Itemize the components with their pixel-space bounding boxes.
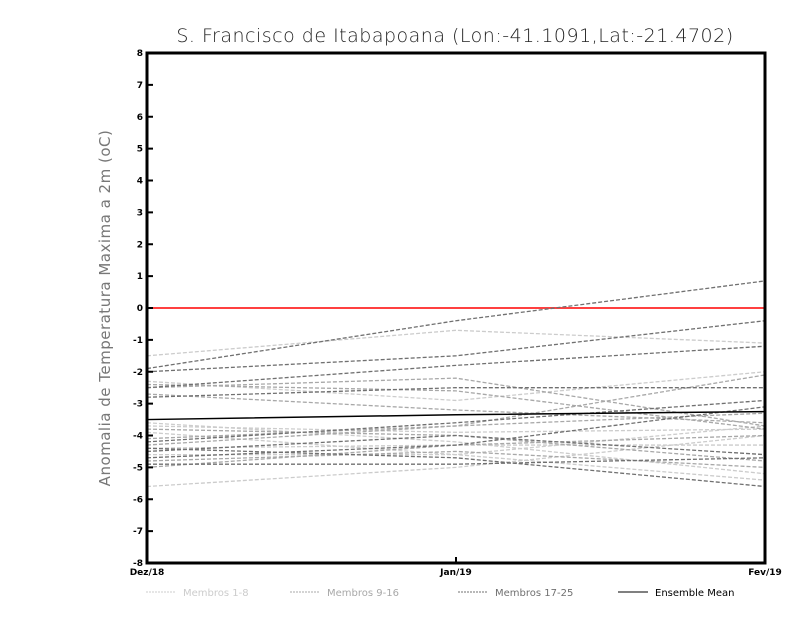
member-line-group3-4	[146, 387, 765, 398]
member-line-group1-1	[146, 329, 766, 357]
y-tick-label: 2	[137, 240, 143, 250]
y-tick-label: -3	[133, 400, 143, 410]
member-line-group3-7	[147, 457, 766, 465]
legend-label: Membros 9-16	[327, 588, 399, 599]
member-line-group3-1	[146, 280, 766, 370]
y-tick-label: 7	[137, 81, 143, 91]
member-line-group2-6	[146, 412, 766, 446]
legend-label: Ensemble Mean	[655, 588, 734, 599]
member-line-group3-5	[146, 399, 766, 443]
legend-label: Membros 1-8	[183, 588, 249, 599]
x-tick-label: Dez/18	[130, 568, 165, 578]
member-line-group1-2	[146, 434, 766, 488]
ensemble-mean-line	[146, 410, 766, 421]
member-line-group1-3	[146, 422, 766, 475]
member-line-group2-1	[146, 383, 766, 430]
y-tick-label: 5	[137, 145, 143, 155]
y-tick-label: 1	[137, 272, 143, 282]
y-tick-label: -1	[133, 336, 143, 346]
y-tick-label: 8	[137, 49, 143, 59]
x-tick-label: Fev/19	[748, 568, 782, 578]
y-tick-label: 3	[137, 208, 143, 218]
member-line-group3-2	[146, 320, 766, 373]
member-line-group1-8	[146, 425, 766, 456]
legend-label: Membros 17-25	[495, 588, 573, 599]
y-tick-label: -2	[133, 368, 143, 378]
member-line-group3-3	[146, 345, 766, 389]
y-tick-label: -8	[133, 559, 143, 569]
y-tick-label: -7	[133, 527, 143, 537]
y-axis-label: Anomalia de Temperatura Maxima a 2m (oC)	[96, 130, 114, 487]
member-line-group2-8	[146, 377, 766, 427]
member-line-group2-5	[146, 393, 766, 424]
member-line-group2-7	[146, 450, 766, 469]
member-line-group3-6	[146, 434, 766, 456]
y-tick-label: -4	[133, 432, 143, 442]
y-tick-label: 6	[137, 113, 143, 123]
y-tick-label: 0	[137, 304, 143, 314]
y-tick-label: 4	[137, 177, 143, 187]
member-line-group1-6	[146, 371, 766, 402]
chart-title: S. Francisco de Itabapoana (Lon:-41.1091…	[176, 25, 733, 47]
x-tick-label: Jan/19	[439, 568, 472, 578]
y-tick-label: -6	[133, 495, 143, 505]
y-tick-label: -5	[133, 463, 143, 473]
member-line-group1-5	[146, 425, 766, 433]
member-line-group3-9	[146, 406, 766, 459]
member-line-group3-8	[146, 447, 766, 488]
